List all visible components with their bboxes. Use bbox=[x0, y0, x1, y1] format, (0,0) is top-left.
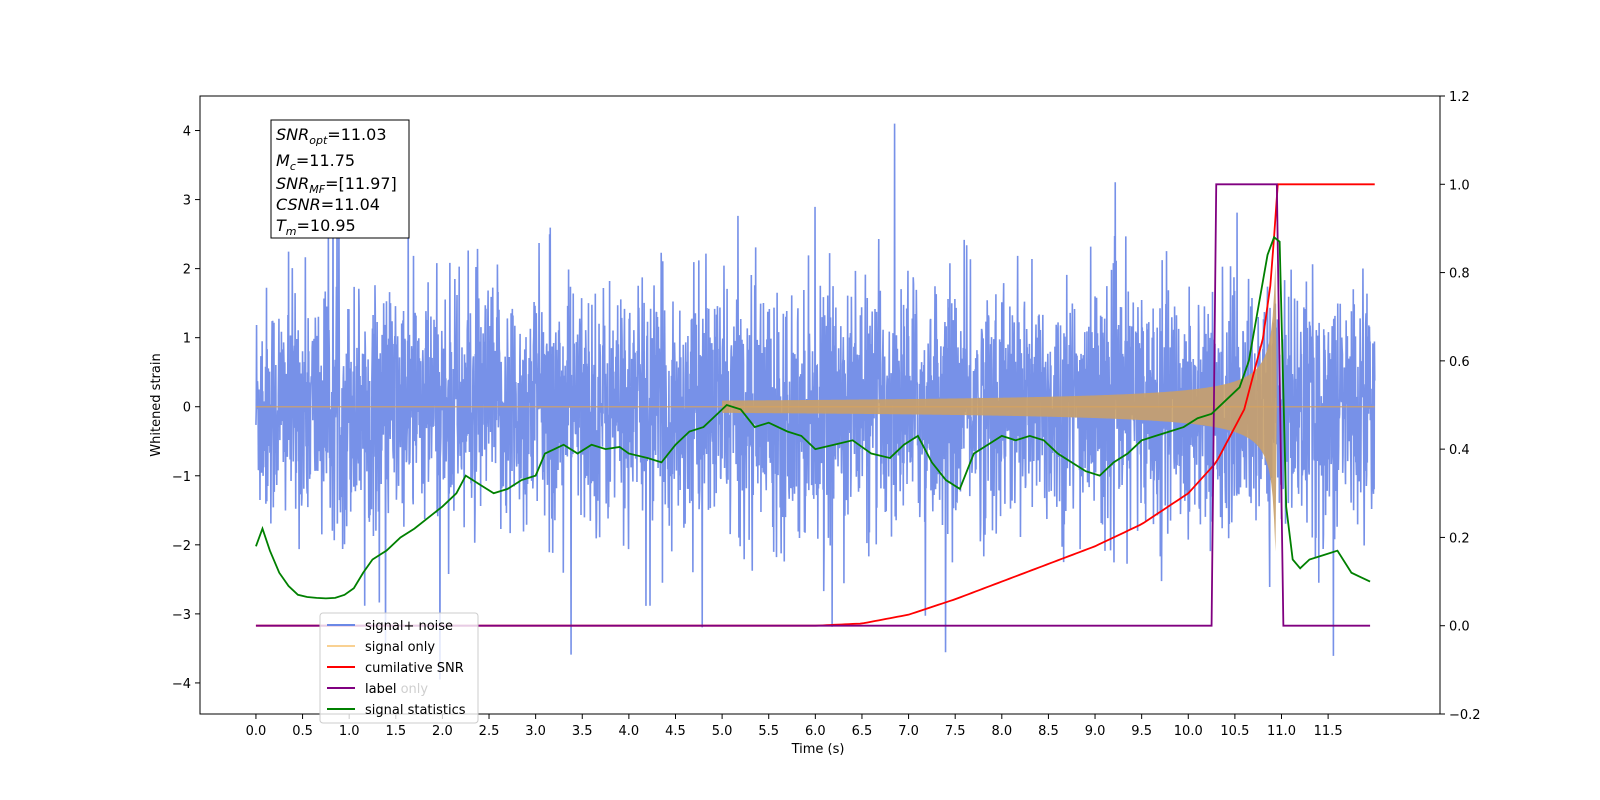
x-tick-label: 9.5 bbox=[1131, 724, 1152, 739]
legend-label-signal-statistics: signal statistics bbox=[365, 703, 466, 718]
line-label bbox=[255, 183, 1371, 627]
x-tick-label: 6.5 bbox=[852, 724, 873, 739]
legend-label-signal-noise: signal+ noise bbox=[365, 619, 453, 634]
plot-frame bbox=[199, 95, 1441, 715]
x-tick-label: 2.5 bbox=[479, 724, 500, 739]
y-tick-label-right: 0.4 bbox=[1449, 443, 1470, 458]
series-layer bbox=[255, 123, 1376, 680]
svg-text:Tm=10.95: Tm=10.95 bbox=[276, 216, 356, 238]
y-tick-label-right: −0.2 bbox=[1449, 708, 1481, 723]
x-tick-label: 9.0 bbox=[1085, 724, 1106, 739]
legend-entry-label: label bbox=[327, 682, 396, 697]
y-tick-label-right: 0.6 bbox=[1449, 355, 1470, 370]
x-tick-label: 8.5 bbox=[1038, 724, 1059, 739]
y-tick-label-right: 1.0 bbox=[1449, 178, 1470, 193]
svg-text:SNRMF=[11.97]: SNRMF=[11.97] bbox=[276, 174, 397, 196]
x-tick-label: 7.5 bbox=[945, 724, 966, 739]
line-signal-statistics bbox=[255, 235, 1371, 600]
x-tick-label: 6.0 bbox=[805, 724, 826, 739]
x-tick-label: 5.5 bbox=[758, 724, 779, 739]
y-tick-label-left: 3 bbox=[183, 194, 191, 209]
x-tick-label: 7.0 bbox=[898, 724, 919, 739]
legend-label-signal-only: signal only bbox=[365, 640, 435, 655]
x-tick-label: 10.0 bbox=[1174, 724, 1203, 739]
x-tick-label: 10.5 bbox=[1220, 724, 1249, 739]
x-tick-label: 0.0 bbox=[246, 724, 267, 739]
legend-label-label-only: label only bbox=[365, 682, 428, 697]
x-tick-label: 3.0 bbox=[525, 724, 546, 739]
y-tick-label-left: 2 bbox=[183, 263, 191, 278]
y-tick-label-right: 0.2 bbox=[1449, 531, 1470, 546]
legend-entry-signal-noise: signal+ noise bbox=[327, 619, 453, 634]
snr-mf-value: [11.97] bbox=[338, 174, 396, 193]
legend: signal+ noise signal only cumilative SNR… bbox=[319, 612, 479, 724]
svg-text:Mc=11.75: Mc=11.75 bbox=[276, 151, 355, 173]
csnr-value: 11.04 bbox=[334, 195, 380, 214]
stats-annotation: SNRopt=11.03 Mc=11.75 SNRMF=[11.97] CSNR… bbox=[270, 119, 410, 239]
y-tick-label-right: 1.2 bbox=[1449, 90, 1470, 105]
x-tick-label: 0.5 bbox=[292, 724, 313, 739]
x-tick-label: 8.0 bbox=[991, 724, 1012, 739]
svg-text:SNRopt=11.03: SNRopt=11.03 bbox=[276, 125, 387, 147]
legend-label-cumilative-snr: cumilative SNR bbox=[365, 661, 464, 676]
svg-text:CSNR=11.04: CSNR=11.04 bbox=[276, 195, 380, 214]
y-tick-label-left: −2 bbox=[172, 539, 191, 554]
x-axis-label: Time (s) bbox=[791, 742, 845, 757]
y-axis-left: −4 −3 −2 −1 0 1 2 3 4 bbox=[172, 125, 200, 692]
x-tick-label: 5.0 bbox=[712, 724, 733, 739]
y-tick-label-right: 0.8 bbox=[1449, 267, 1470, 282]
legend-label-label: label bbox=[365, 682, 396, 697]
legend-entry-cumilative-snr: cumilative SNR bbox=[327, 661, 464, 676]
snr-opt-value: 11.03 bbox=[341, 125, 387, 144]
y-tick-label-left: −3 bbox=[172, 608, 191, 623]
x-tick-label: 3.5 bbox=[572, 724, 593, 739]
x-tick-label: 11.5 bbox=[1314, 724, 1343, 739]
x-tick-label: 1.5 bbox=[385, 724, 406, 739]
y-tick-label-left: −4 bbox=[172, 677, 191, 692]
y-tick-label-left: −1 bbox=[172, 470, 191, 485]
x-tick-label: 11.0 bbox=[1267, 724, 1296, 739]
y-tick-label-left: 4 bbox=[183, 125, 191, 140]
tm-value: 10.95 bbox=[310, 216, 356, 235]
x-tick-label: 4.0 bbox=[619, 724, 640, 739]
y-axis-label-left: Whitened strain bbox=[149, 353, 164, 456]
y-tick-label-left: 1 bbox=[183, 332, 191, 347]
y-axis-right: −0.2 0.0 0.2 0.4 0.6 0.8 1.0 1.2 bbox=[1440, 90, 1481, 723]
x-tick-label: 1.0 bbox=[339, 724, 360, 739]
y-tick-label-left: 0 bbox=[183, 401, 191, 416]
series-signal-only bbox=[255, 261, 1375, 552]
x-tick-label: 4.5 bbox=[665, 724, 686, 739]
legend-entry-signal-statistics: signal statistics bbox=[327, 703, 466, 718]
legend-entry-signal-only: signal only bbox=[327, 640, 435, 655]
legend-box bbox=[319, 612, 479, 724]
mc-value: 11.75 bbox=[309, 151, 355, 170]
x-axis: 0.0 0.5 1.0 1.5 2.0 2.5 3.0 3.5 4.0 4.5 5.0 5.5 6.0 6… bbox=[246, 714, 1343, 739]
y-tick-label-right: 0.0 bbox=[1449, 620, 1470, 635]
x-tick-label: 2.0 bbox=[432, 724, 453, 739]
stats-annotation-box bbox=[270, 119, 410, 239]
